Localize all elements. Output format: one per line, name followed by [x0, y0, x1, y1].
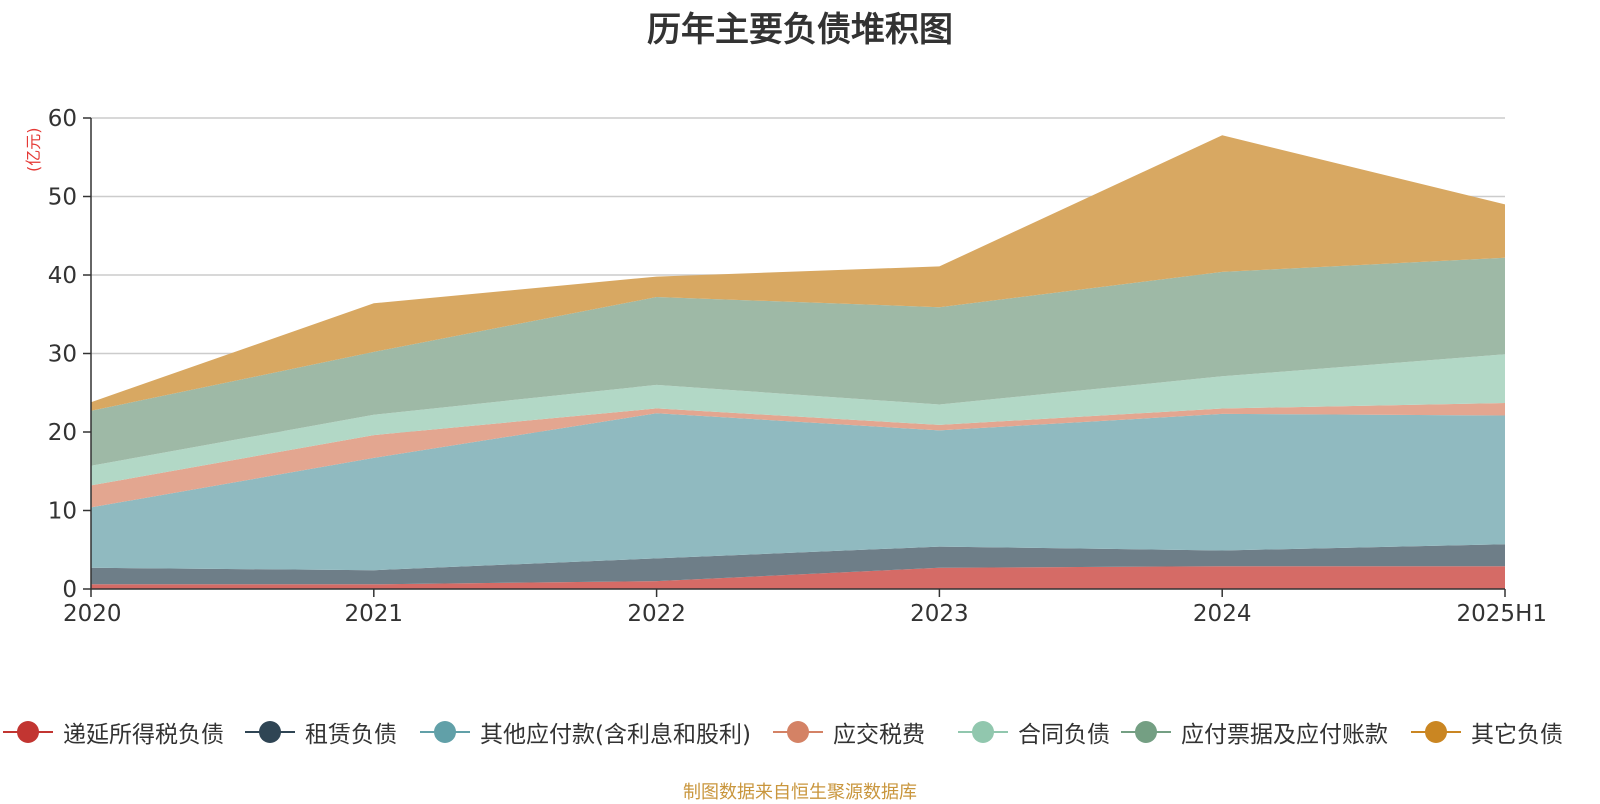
legend-item-5[interactable]: 合同负债 [958, 712, 1110, 752]
x-tick-label: 2023 [910, 601, 969, 627]
y-tick-label: 50 [48, 185, 77, 211]
legend-marker-icon [1121, 712, 1171, 752]
area-series-7[interactable] [91, 135, 1505, 411]
axes: 0 10 20 30 40 50 60 2020 2021 2022 2023 2024 2025H1 [48, 106, 1547, 627]
legend-marker-dot [259, 721, 281, 743]
area-series-1[interactable] [91, 566, 1505, 589]
legend-marker-icon [245, 712, 295, 752]
area-series-4[interactable] [91, 403, 1505, 508]
legend-label: 递延所得税负债 [63, 722, 224, 748]
legend-marker-icon [958, 712, 1008, 752]
legend-marker-dot [787, 721, 809, 743]
legend-item-2[interactable]: 租赁负债 [245, 712, 397, 752]
y-tick-label: 0 [62, 577, 77, 603]
legend-label: 租赁负债 [305, 722, 397, 748]
area-series-5[interactable] [91, 354, 1505, 486]
legend-marker-icon [1411, 712, 1461, 752]
area-series-2[interactable] [91, 544, 1505, 585]
y-tick-label: 10 [48, 499, 77, 525]
legend-marker-icon [420, 712, 470, 752]
area-series-layer [91, 135, 1505, 589]
legend-label: 其他应付款(含利息和股利) [480, 722, 751, 748]
x-tick-label: 2022 [627, 601, 686, 627]
y-tick-label: 30 [48, 342, 77, 368]
legend-item-7[interactable]: 其它负债 [1411, 712, 1563, 752]
legend-item-3[interactable]: 其他应付款(含利息和股利) [420, 712, 751, 752]
x-tick-label: 2025H1 [1457, 601, 1547, 627]
legend: 递延所得税负债 租赁负债 其他应付款(含利息和股利) 应交税费 合同负债 应付票据及应付账… [0, 712, 1600, 752]
x-tick-label: 2021 [345, 601, 404, 627]
legend-marker-dot [972, 721, 994, 743]
legend-marker-dot [17, 721, 39, 743]
area-series-3[interactable] [91, 413, 1505, 571]
legend-marker-icon [3, 712, 53, 752]
legend-label: 其它负债 [1471, 722, 1563, 748]
legend-item-6[interactable]: 应付票据及应付账款 [1121, 712, 1388, 752]
stacked-area-chart: 0 10 20 30 40 50 60 2020 2021 2022 2023 2024 2025H1 [48, 106, 1547, 627]
legend-marker-icon [773, 712, 823, 752]
area-series-6[interactable] [91, 257, 1505, 466]
legend-marker-dot [1135, 721, 1157, 743]
y-tick-label: 40 [48, 263, 77, 289]
legend-label: 合同负债 [1018, 722, 1110, 748]
source-note: 制图数据来自恒生聚源数据库 [683, 782, 917, 803]
y-tick-label: 60 [48, 106, 77, 132]
legend-item-4[interactable]: 应交税费 [773, 712, 925, 752]
chart-title: 历年主要负债堆积图 [647, 10, 953, 50]
legend-label: 应交税费 [833, 722, 925, 748]
legend-marker-dot [434, 721, 456, 743]
x-tick-label: 2024 [1193, 601, 1252, 627]
legend-marker-dot [1425, 721, 1447, 743]
y-tick-label: 20 [48, 420, 77, 446]
legend-label: 应付票据及应付账款 [1181, 722, 1388, 748]
legend-item-1[interactable]: 递延所得税负债 [3, 712, 224, 752]
x-tick-label: 2020 [63, 601, 122, 627]
